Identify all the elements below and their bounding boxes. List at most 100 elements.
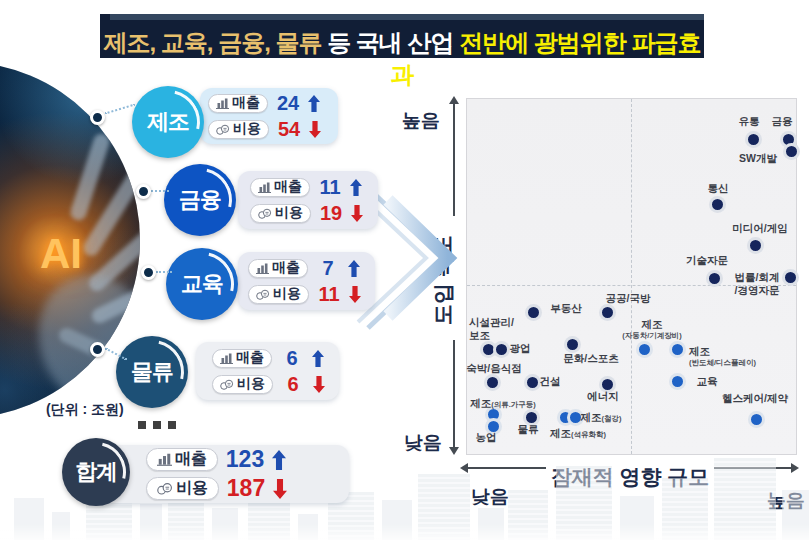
scatter-point [709, 196, 726, 213]
dotted-connector [104, 103, 135, 114]
scatter-point-label: 제조(철강) [581, 411, 622, 424]
scatter-point-label: 광업 [510, 342, 531, 355]
cost-value: 187 [226, 475, 266, 502]
cost-label: 비용 [275, 204, 303, 222]
sales-pill: 매출 [208, 94, 268, 113]
scatter-point-label: 제조(석유화학) [550, 427, 606, 440]
scatter-point [669, 373, 686, 390]
scatter-point [782, 269, 799, 286]
scatter-point [783, 143, 800, 160]
scatter-point [525, 304, 542, 321]
coins-icon [220, 379, 234, 390]
scatter-point-label: 숙박/음식점 [466, 362, 521, 375]
scatter-point-label: 부동산 [550, 302, 582, 315]
metric-panel-jejo: 매출 24 비용 54 [200, 88, 338, 144]
cost-pill: 비용 [208, 120, 269, 139]
scatter-point-label: 헬스케어/제약 [722, 392, 788, 405]
unit-note: (단위 : 조원) [46, 401, 124, 419]
scatter-point [484, 374, 501, 391]
more-items-indicator [138, 421, 176, 429]
scatter-point-label: 건설 [540, 375, 561, 388]
sales-row: 매출 11 [250, 177, 378, 198]
sales-pill: 매출 [146, 448, 218, 471]
coins-icon [256, 289, 270, 300]
up-arrow-icon [272, 450, 286, 470]
coins-icon [157, 482, 173, 495]
scatter-point-label: 교육 [697, 375, 718, 388]
title-industries: 제조, 교육, 금융, 물류 [103, 29, 321, 56]
sales-value: 123 [225, 446, 265, 473]
scatter-point-label: 문화/스포츠 [563, 352, 618, 365]
down-arrow-icon [351, 205, 363, 222]
industry-badge-gyoyuk: 교육 [166, 248, 238, 320]
metric-panel-geumyung: 매출 11 비용 19 [238, 171, 378, 229]
scatter-point-label: 시설관리/ 보조 [469, 316, 514, 341]
scatter-point-label: 법률/회계 /경영자문 [735, 271, 780, 296]
scatter-point-label: 농업 [476, 431, 497, 444]
sales-value: 11 [317, 176, 343, 199]
cost-value: 6 [280, 373, 306, 396]
scatter-point [706, 270, 723, 287]
sales-pill: 매출 [250, 178, 310, 197]
scatter-point-label: 제조(자동차/기계장비) [622, 318, 682, 340]
up-arrow-icon [350, 179, 362, 196]
sales-row: 매출 123 [146, 448, 349, 472]
bar-chart-icon [216, 98, 229, 109]
sales-row: 매출 6 [212, 348, 339, 369]
bar-chart-icon [157, 453, 172, 466]
scatter-point [493, 341, 510, 358]
cost-value: 19 [318, 202, 344, 225]
scatter-point-label: 에너지 [587, 390, 619, 403]
scatter-plot: 유통금융SW개발통신미디어/게임기술자문법률/회계 /경영자문공공/국방부동산시… [466, 98, 797, 455]
scatter-point-label: 제조(의류.가구등) [470, 397, 536, 410]
sales-label: 매출 [274, 178, 302, 196]
cost-label: 비용 [176, 478, 208, 499]
down-arrow-icon [313, 376, 325, 393]
infographic-page: 제조, 교육, 금융, 물류 등 국내 산업 전반에 광범위한 파급효과 AI … [0, 0, 809, 556]
title-middle: 등 국내 산업 [322, 29, 460, 56]
up-arrow-icon [308, 95, 320, 112]
scatter-point-label: 기술자문 [686, 254, 728, 267]
scatter-point-label: 제조(반도체/디스플레이) [689, 345, 756, 367]
up-arrow-icon [348, 260, 360, 277]
sales-row: 매출 7 [248, 258, 375, 279]
y-axis-arrow-line [453, 340, 455, 449]
cost-pill: 비용 [212, 375, 273, 394]
sales-pill: 매출 [248, 259, 308, 278]
y-axis-arrow-head [449, 96, 459, 104]
sales-value: 7 [315, 257, 341, 280]
cost-label: 비용 [237, 375, 265, 393]
cost-value: 11 [316, 283, 342, 306]
down-arrow-icon [349, 286, 361, 303]
ai-label: AI [40, 230, 82, 278]
scatter-point [669, 341, 686, 358]
scatter-point [599, 304, 616, 321]
down-arrow-icon [273, 479, 287, 499]
bar-chart-icon [220, 353, 233, 364]
sales-value: 24 [275, 92, 301, 115]
scatter-point-label: 공공/국방 [606, 292, 651, 305]
metric-panel-mullyu: 매출 6 비용 6 [196, 342, 339, 400]
cost-row: 비용 11 [248, 284, 375, 305]
sales-label: 매출 [175, 449, 207, 470]
connector-dot [141, 265, 156, 280]
bar-chart-icon [256, 263, 269, 274]
cost-value: 54 [276, 118, 302, 141]
coins-icon [216, 124, 230, 135]
cost-row: 비용 54 [208, 119, 338, 140]
metric-panel-gyoyuk: 매출 7 비용 11 [238, 252, 375, 310]
scatter-point [745, 131, 762, 148]
quadrant-vline [631, 99, 632, 454]
down-arrow-icon [309, 121, 321, 138]
scatter-point-label: 금융 [772, 115, 793, 128]
sales-row: 매출 24 [208, 93, 338, 114]
page-title: 제조, 교육, 금융, 물류 등 국내 산업 전반에 광범위한 파급효과 [100, 27, 704, 91]
connector-dot [90, 342, 105, 357]
coins-icon [258, 208, 272, 219]
cost-pill: 비용 [250, 204, 311, 223]
industry-badge-jejo: 제조 [132, 86, 204, 158]
cost-row: 비용 19 [250, 203, 378, 224]
industry-badge-mullyu: 물류 [116, 336, 188, 408]
cost-label: 비용 [233, 120, 261, 138]
scatter-point-label: 통신 [708, 182, 729, 195]
